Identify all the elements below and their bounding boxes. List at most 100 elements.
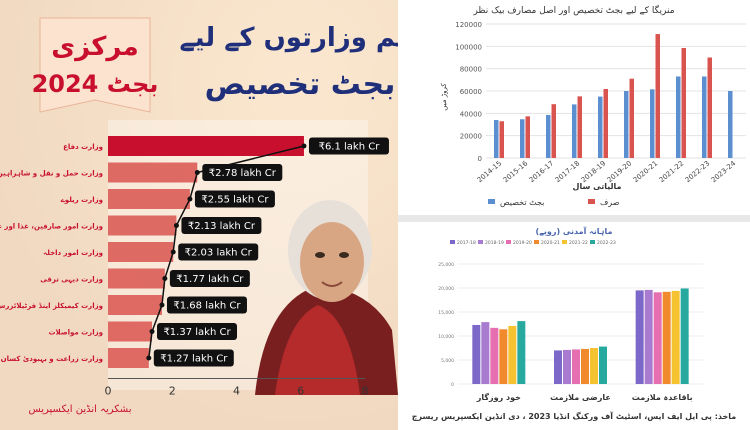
x-tick-label: 2022-23 [684,159,712,184]
value-label: ₹1.68 lakh Cr [173,301,241,312]
x-tick-label: 2014-15 [476,159,504,184]
mgnrega-chart: منریگا کے لیے بجٹ تخصیص اور اصل مصارف بی… [440,4,746,207]
legend-label-alloc: بجٹ تخصیص [500,198,544,207]
x-tick-label: 6 [297,385,304,398]
bar [650,89,655,158]
bar [599,346,607,384]
category-label: باقاعدہ ملازمت [632,393,693,402]
value-labels-group: ₹6.1 lakh Cr ₹2.78 lakh Cr ₹2.55 lakh Cr ₹2… [146,137,389,367]
trend-point [194,170,200,175]
bar [707,57,712,158]
bar [517,321,526,384]
value-label: ₹1.37 lakh Cr [163,327,231,338]
category-label: وزارت امور داخلہ [43,249,103,257]
bar [554,350,562,384]
bar [481,322,490,384]
bar [108,242,174,262]
category-label: وزارت دیہی ترقی [40,276,103,284]
gridlines-group: 0 5,000 10,000 15,000 20,000 25,000 [438,262,703,388]
bar [581,348,589,384]
bar [681,48,686,159]
bar [494,120,499,158]
badge-line2: بجٹ 2024 [32,70,159,98]
x-tick-label: 2019-20 [606,159,634,184]
y-tick-label: 0 [478,155,482,163]
value-label-box [181,217,262,234]
value-label-box [157,323,238,340]
x-tick-label: 2018-19 [580,159,608,184]
bar [108,189,190,209]
heading-line2: بجٹ تخصیص [205,67,396,102]
x-tick-label: 2023-24 [710,159,738,184]
value-label-box [194,190,275,208]
x-ticks-group: 2014-152015-162016-172017-182018-192019-… [476,159,738,184]
bar [572,349,580,384]
category-label: خود روزگار [476,392,521,402]
x-tick-label: 2015-16 [502,159,530,184]
legend-label: 2021-22 [569,240,588,246]
value-label: ₹2.78 lakh Cr [209,168,277,179]
category-label: عارضی ملازمت [550,393,611,402]
category-label: وزارت حمل و نقل و شاہراہیں [0,170,103,178]
legend-swatch [506,240,511,244]
bar [108,215,177,236]
trend-point [162,276,168,281]
category-label: وزارت دفاع [63,143,103,151]
y-tick-label: 100000 [455,43,482,51]
income-chart-panel: ماہانہ آمدنی (روپے) 2017-18 2018-19 2019-2… [398,222,750,430]
category-label: وزارت کیمیکلز اینڈ فرٹیلائزرس [0,302,103,310]
bar [702,76,707,158]
trend-point [149,329,155,334]
trend-point [173,223,179,228]
bar [563,349,571,384]
trend-point [301,143,307,149]
x-ticks-group: 0 2 4 6 8 [105,385,369,398]
bar [108,295,162,315]
bar [490,327,499,384]
bar [472,324,481,384]
category-labels-group: وزارت دفاع وزارت حمل و نقل و شاہراہیں وزار… [0,143,103,363]
legend-swatch [450,240,455,244]
legend-label: 2022-23 [597,240,616,246]
income-chart: ماہانہ آمدنی (روپے) 2017-18 2018-19 2019-2… [412,226,737,422]
mgnrega-chart-panel: منریگا کے لیے بجٹ تخصیص اور اصل مصارف بی… [398,0,750,215]
credit-text: بشکریہ انڈین ایکسپریس [28,404,131,415]
x-tick-label: 2020-21 [632,159,660,184]
bars-group [472,288,689,384]
bar [590,348,598,384]
legend-label-spent: صرف [600,198,620,207]
y-tick-label: 20000 [460,133,482,141]
value-label: ₹1.77 lakh Cr [176,274,244,285]
x-tick-label: 2021-22 [658,159,686,184]
chart-title: منریگا کے لیے بجٹ تخصیص اور اصل مصارف بی… [472,4,674,16]
value-label: ₹2.13 lakh Cr [188,221,256,232]
value-label-box [166,296,247,314]
bar [108,348,149,368]
y-tick-label: 80000 [460,66,482,74]
legend-group: 2017-18 2018-19 2019-20 2020-21 2021-22 2022-… [450,240,616,246]
bar [499,329,508,384]
category-label: وزارت مواصلات [48,329,103,337]
bar [635,290,644,384]
legend-label: 2018-19 [485,240,504,246]
y-tick-label: 25,000 [438,262,454,268]
bar [676,76,681,158]
legend-swatch-alloc [488,199,495,204]
chart-title: ماہانہ آمدنی (روپے) [536,226,613,237]
trend-point [159,302,165,308]
badge-shape [39,17,151,113]
source-text: ماخذ: پی ایل ایف ایس، اسٹیٹ آف ورکنگ انڈ… [412,411,737,422]
x-tick-label: 2016-17 [528,159,556,184]
value-label-box [178,243,259,261]
y-tick-label: 0 [451,382,454,388]
bar [598,96,603,158]
bar [546,115,551,158]
value-label: ₹2.55 lakh Cr [201,195,269,206]
bar [655,34,660,158]
panel-separator [398,215,750,222]
category-labels-group: خود روزگار عارضی ملازمت باقاعدہ ملازمت [476,392,693,402]
value-label-box [308,137,389,155]
legend-swatch [590,240,595,244]
legend-swatch [478,240,483,244]
infographic-canvas: مرکزی بجٹ 2024 اہم وزارتوں کے لیے بجٹ تخ… [0,0,398,430]
